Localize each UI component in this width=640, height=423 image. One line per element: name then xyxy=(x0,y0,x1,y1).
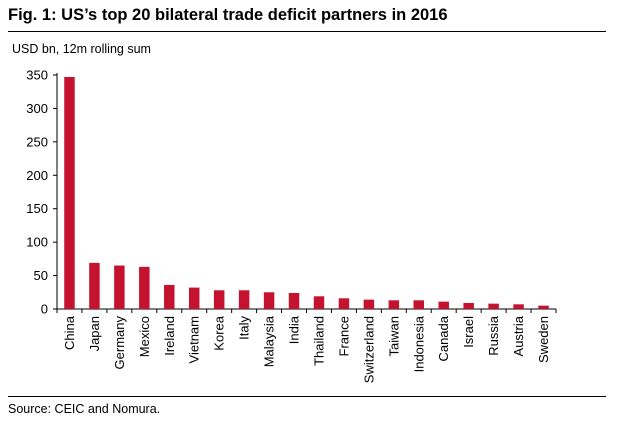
chart-title: Fig. 1: US’s top 20 bilateral trade defi… xyxy=(8,6,448,24)
bar-mexico xyxy=(139,266,150,309)
y-tick-label: 50 xyxy=(34,268,48,283)
bar-indonesia xyxy=(413,300,425,309)
x-tick-label: India xyxy=(287,315,302,344)
x-tick-label: Austria xyxy=(511,315,526,356)
title-rule xyxy=(8,31,606,32)
x-tick-label: Indonesia xyxy=(411,315,426,372)
bar-malaysia xyxy=(263,292,275,309)
bar-japan xyxy=(89,262,100,309)
bar-italy xyxy=(238,290,250,309)
x-tick-label: Japan xyxy=(87,316,102,351)
bar-sweden xyxy=(538,305,549,309)
chart-subtitle: USD bn, 12m rolling sum xyxy=(12,42,151,56)
bar-france xyxy=(338,298,350,309)
x-tick-label: Sweden xyxy=(536,316,551,363)
bar-germany xyxy=(114,265,125,309)
y-tick-label: 300 xyxy=(26,101,48,116)
y-tick-label: 150 xyxy=(26,201,48,216)
x-tick-label: Mexico xyxy=(137,316,152,357)
bar-ireland xyxy=(164,284,175,309)
x-tick-label: Italy xyxy=(237,316,252,340)
bar-thailand xyxy=(313,296,325,309)
y-tick-label: 200 xyxy=(26,168,48,183)
bar-israel xyxy=(463,302,474,309)
source-note: Source: CEIC and Nomura. xyxy=(8,402,161,416)
x-tick-label: Thailand xyxy=(311,316,326,366)
bar-switzerland xyxy=(363,299,375,309)
bar-canada xyxy=(438,301,449,309)
y-axis: 0 50 100 150 200 250 300 350 xyxy=(26,68,58,317)
x-tick-label: China xyxy=(62,315,77,350)
bar-russia xyxy=(488,303,499,309)
x-tick-label: Switzerland xyxy=(361,316,376,383)
y-tick-label: 250 xyxy=(26,134,48,149)
y-tick-label: 100 xyxy=(26,235,48,250)
x-tick-label: Canada xyxy=(436,315,451,361)
bar-vietnam xyxy=(188,287,200,309)
x-tick-label: Germany xyxy=(112,316,127,370)
bar-taiwan xyxy=(388,300,400,309)
source-rule xyxy=(8,396,606,397)
bar-india xyxy=(288,292,300,309)
bar-china xyxy=(64,77,75,310)
x-axis: China Japan Germany Mexico Ireland Vietnam Kor… xyxy=(56,308,557,383)
bars xyxy=(64,77,549,310)
x-tick-label: Korea xyxy=(212,315,227,350)
x-tick-label: Malaysia xyxy=(262,315,277,367)
x-tick-label: Russia xyxy=(486,315,501,356)
y-tick-label: 350 xyxy=(26,68,48,83)
x-tick-label: France xyxy=(336,316,351,356)
x-tick-label: Ireland xyxy=(162,316,177,356)
x-tick-label: Taiwan xyxy=(386,316,401,356)
bar-korea xyxy=(213,290,225,309)
bar-austria xyxy=(513,304,524,309)
x-tick-label: Israel xyxy=(461,316,476,348)
y-tick-label: 0 xyxy=(41,302,48,317)
x-tick-label: Vietnam xyxy=(187,316,202,363)
bar-chart: USD bn, 12m rolling sum 0 50 100 150 200 250 3… xyxy=(12,42,557,383)
